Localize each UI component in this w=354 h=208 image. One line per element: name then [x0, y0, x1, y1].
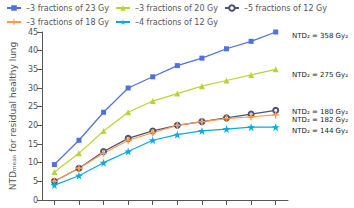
svg-text:30: 30: [28, 84, 38, 93]
svg-text:–3 fractions of 23 Gy: –3 fractions of 23 Gy: [26, 4, 109, 13]
svg-text:NTD₂ = 275 Gy₂: NTD₂ = 275 Gy₂: [292, 71, 348, 79]
svg-text:40: 40: [28, 46, 38, 55]
svg-text:NTD₂ = 144 Gy₂: NTD₂ = 144 Gy₂: [292, 127, 348, 135]
svg-text:–4 fractions of 12 Gy: –4 fractions of 12 Gy: [135, 18, 218, 27]
svg-text:25: 25: [28, 102, 38, 111]
svg-text:0: 0: [33, 196, 38, 205]
svg-text:–3 fractions of 18 Gy: –3 fractions of 18 Gy: [26, 18, 109, 27]
svg-text:20: 20: [28, 121, 38, 130]
svg-text:–3 fractions of 20 Gy: –3 fractions of 20 Gy: [135, 4, 218, 13]
svg-text:35: 35: [28, 65, 38, 74]
svg-text:–5 fractions of 12 Gy: –5 fractions of 12 Gy: [244, 4, 327, 13]
svg-text:45: 45: [28, 28, 38, 37]
svg-text:NTD₂ = 182 Gy₂: NTD₂ = 182 Gy₂: [292, 116, 348, 124]
svg-text:NTD₂ = 180 Gy₂: NTD₂ = 180 Gy₂: [292, 108, 348, 117]
svg-text:10: 10: [28, 158, 38, 167]
svg-text:NTD₂ = 358 Gy₂: NTD₂ = 358 Gy₂: [292, 32, 348, 40]
svg-text:5: 5: [33, 177, 38, 186]
svg-text:15: 15: [28, 140, 38, 149]
svg-text:NTDₘₑₐₙ for residual healthy l: NTDₘₑₐₙ for residual healthy lung: [8, 42, 18, 191]
